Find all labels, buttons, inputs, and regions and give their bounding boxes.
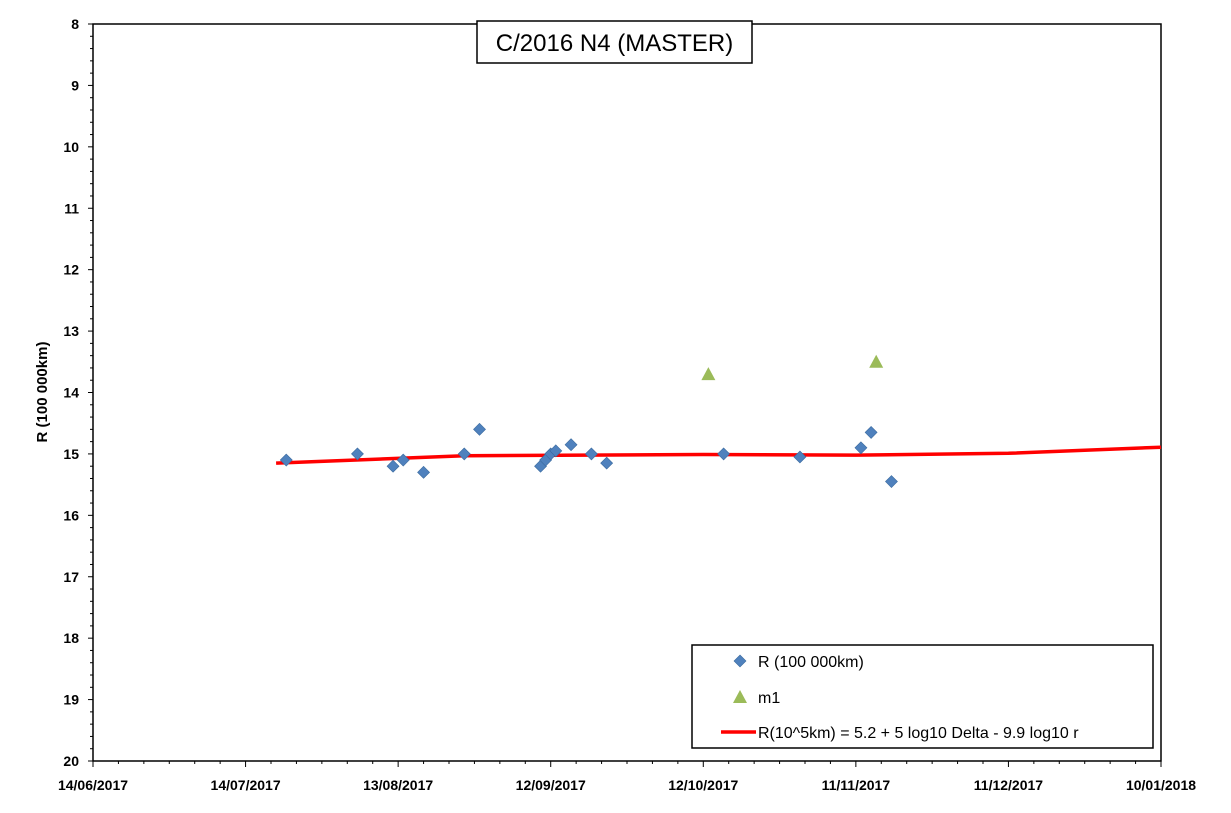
r-data-point <box>351 447 364 461</box>
series-layer <box>276 354 1162 488</box>
y-tick-label: 14 <box>63 385 79 401</box>
x-tick-label: 12/09/2017 <box>516 777 586 793</box>
legend-item-r: R (100 000km) <box>733 654 864 671</box>
legend: R (100 000km) m1 R(10^5km) = 5.2 + 5 log… <box>691 644 1154 749</box>
chart-title-box: C/2016 N4 (MASTER) <box>476 20 753 64</box>
legend-label-r: R (100 000km) <box>758 654 864 671</box>
r-data-point <box>864 425 878 439</box>
m1-data-point <box>701 367 716 381</box>
x-tick-label: 10/01/2018 <box>1126 777 1196 793</box>
x-tick-label: 13/08/2017 <box>363 777 433 793</box>
axes-layer: 8 9 10 11 12 13 14 15 16 17 18 19 20 14/06/2017 14/07/… <box>58 16 1196 793</box>
legend-frame <box>691 644 1154 749</box>
legend-diamond-marker <box>733 654 747 668</box>
r-data-point <box>279 453 293 467</box>
chart-title: C/2016 N4 (MASTER) <box>496 30 733 57</box>
r-data-point <box>600 456 614 470</box>
y-tick-label: 17 <box>63 569 79 585</box>
r-data-point <box>793 450 807 464</box>
r-data-point <box>584 447 598 461</box>
y-tick-label: 15 <box>63 446 79 462</box>
y-tick-label: 20 <box>63 753 79 769</box>
y-tick-label: 10 <box>63 139 79 155</box>
y-tick-label: 9 <box>71 77 79 93</box>
r-data-point <box>717 447 731 461</box>
legend-triangle-marker <box>733 690 747 703</box>
legend-label-fit: R(10^5km) = 5.2 + 5 log10 Delta - 9.9 lo… <box>758 725 1079 742</box>
r-data-point <box>417 465 430 479</box>
legend-label-m1: m1 <box>758 690 780 707</box>
r-data-point <box>549 444 563 458</box>
x-tick-label: 14/07/2017 <box>211 777 281 793</box>
y-tick-label: 19 <box>63 692 79 708</box>
x-tick-label: 12/10/2017 <box>668 777 738 793</box>
r-data-point <box>386 459 400 473</box>
legend-item-fit: R(10^5km) = 5.2 + 5 log10 Delta - 9.9 lo… <box>721 725 1079 742</box>
r-data-point <box>473 422 486 436</box>
m1-data-point <box>869 354 884 368</box>
y-tick-label: 16 <box>63 507 79 523</box>
y-tick-label: 8 <box>71 16 79 32</box>
x-tick-label: 14/06/2017 <box>58 777 128 793</box>
x-tick-label: 11/12/2017 <box>974 777 1044 793</box>
y-tick-label: 13 <box>63 323 79 339</box>
y-tick-label: 12 <box>63 262 79 278</box>
x-tick-label: 11/11/2017 <box>822 777 891 793</box>
y-axis-title: R (100 000km) <box>34 342 51 443</box>
r-data-point <box>457 447 471 461</box>
r-data-point <box>564 438 578 452</box>
r-data-point <box>396 453 410 467</box>
r-data-point <box>885 475 898 488</box>
r-data-point <box>854 441 868 455</box>
chart-title-frame <box>476 20 753 64</box>
y-tick-label: 11 <box>64 200 79 216</box>
legend-item-m1: m1 <box>733 690 780 707</box>
fit-line <box>276 445 1162 465</box>
y-tick-label: 18 <box>63 630 79 646</box>
